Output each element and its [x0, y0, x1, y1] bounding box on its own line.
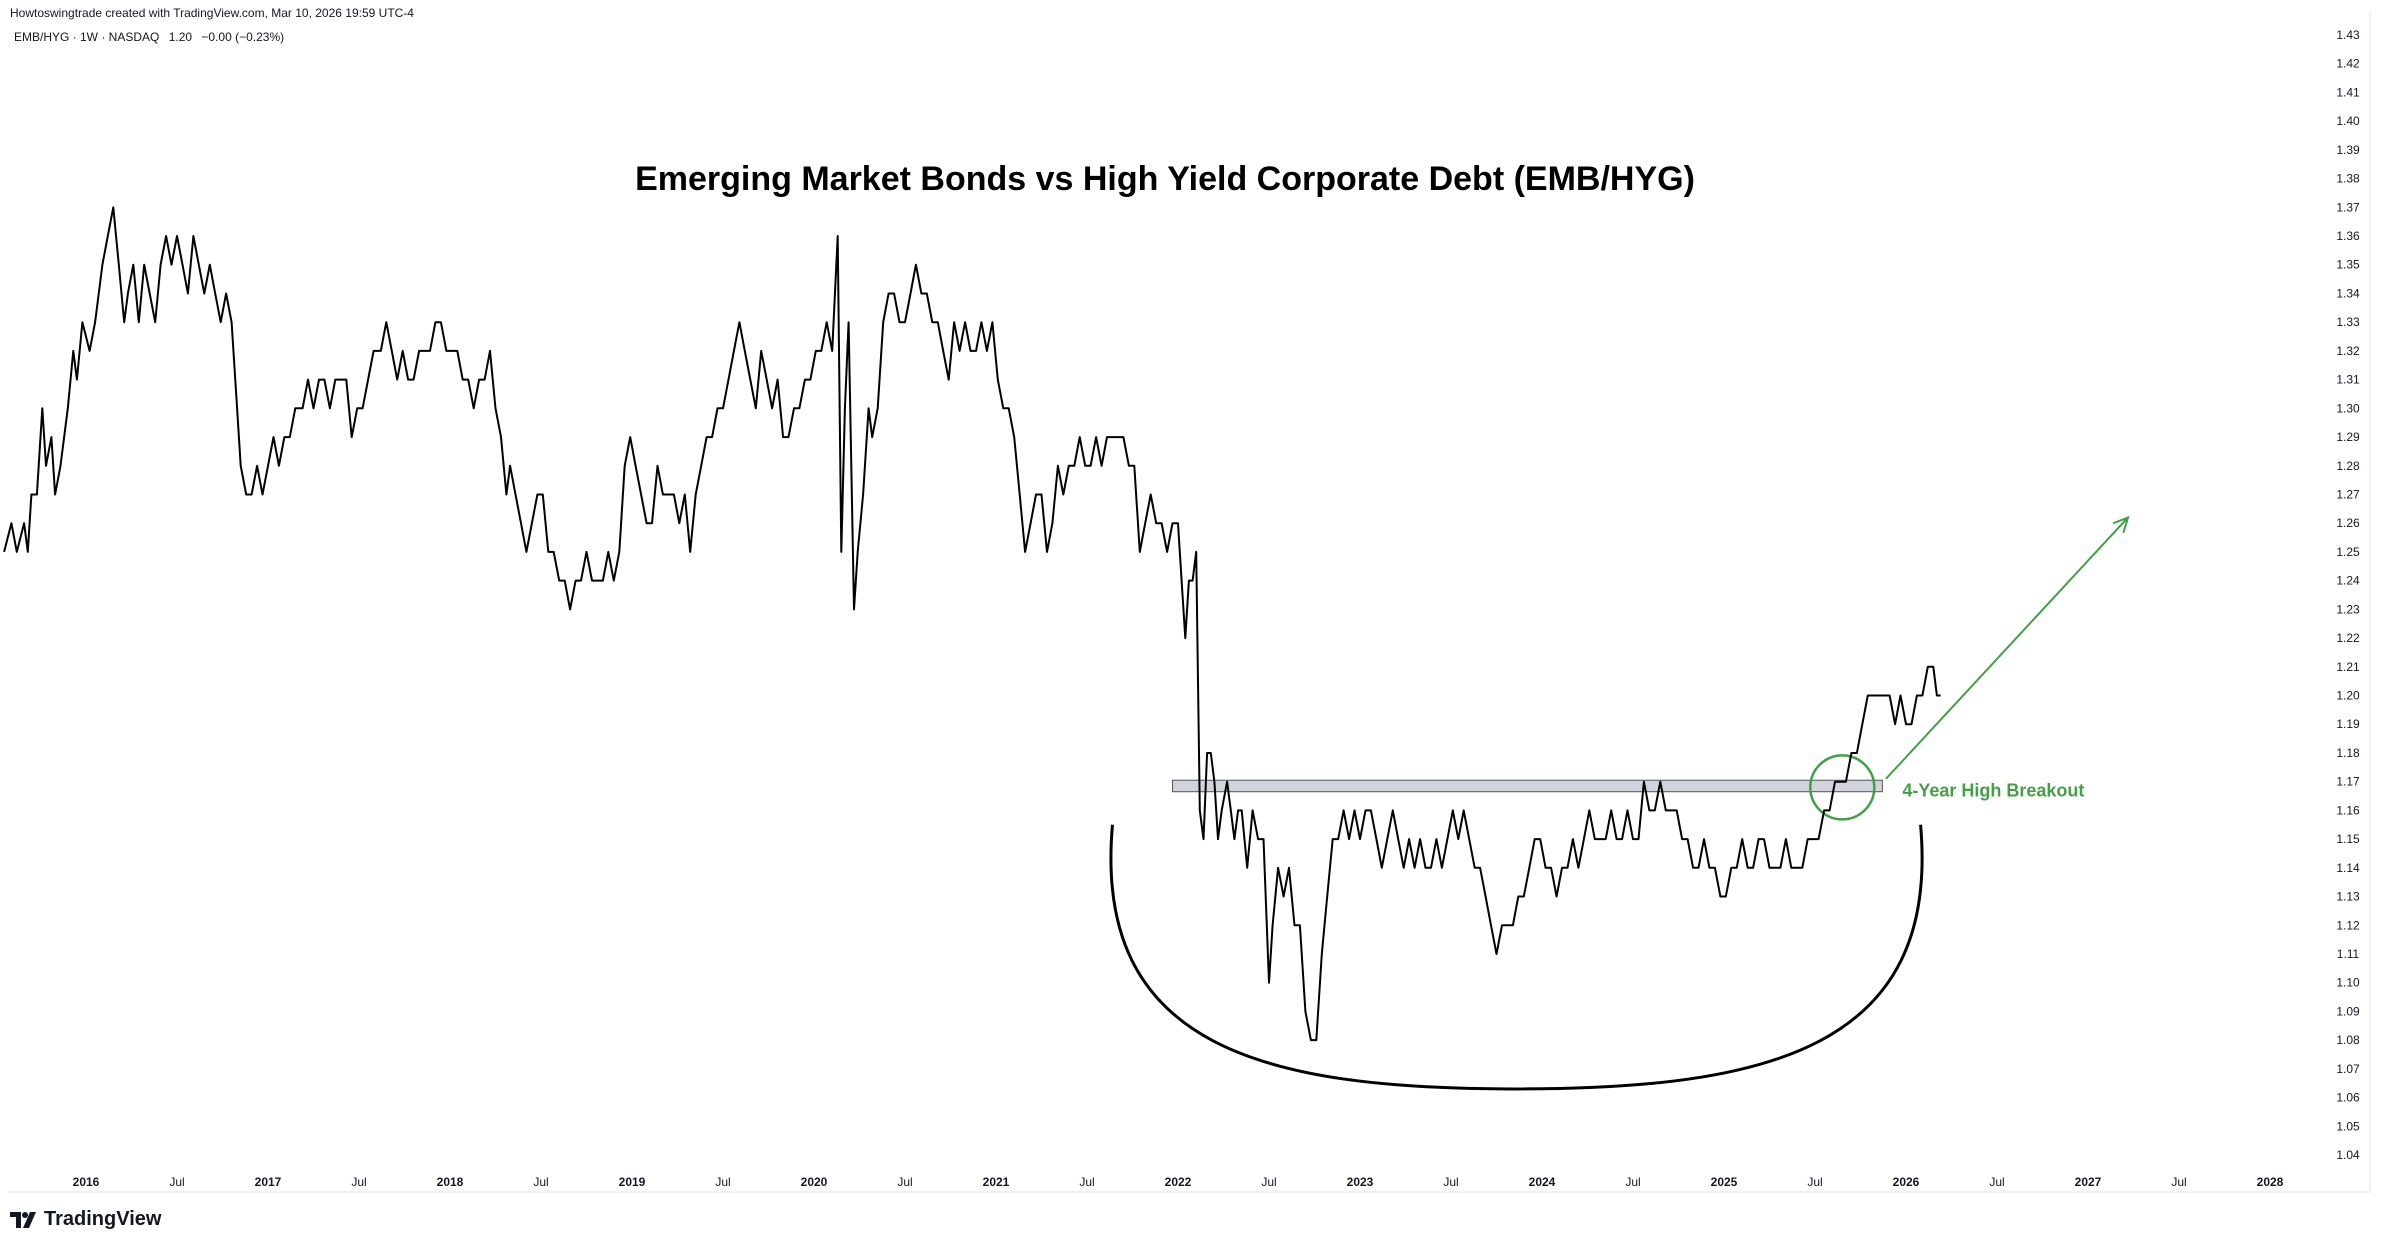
price-tick-label: 1.23 [2336, 602, 2360, 616]
breakout-circle [1809, 754, 1876, 821]
time-tick-label: Jul [169, 1175, 184, 1189]
time-tick-label: Jul [715, 1175, 730, 1189]
price-tick-label: 1.13 [2336, 890, 2360, 904]
chart-credit: Howtoswingtrade created with TradingView… [10, 6, 414, 20]
breakout-annotation: 4-Year High Breakout [1902, 780, 2084, 800]
price-tick-label: 1.09 [2336, 1004, 2360, 1018]
price-tick-label: 1.16 [2336, 803, 2360, 817]
time-tick-label: 2018 [437, 1175, 464, 1189]
time-tick-label: 2019 [619, 1175, 646, 1189]
price-tick-label: 1.18 [2336, 746, 2360, 760]
price-axis[interactable]: 1.04 1.05 1.06 1.07 1.08 1.09 1.10 1.11 1.12 1.13… [2336, 28, 2360, 1162]
time-tick-label: Jul [533, 1175, 548, 1189]
price-tick-label: 1.38 [2336, 172, 2360, 186]
price-tick-label: 1.15 [2336, 832, 2360, 846]
tradingview-brand: TradingView [44, 1208, 162, 1230]
price-tick-label: 1.07 [2336, 1062, 2360, 1076]
resistance-zone [1172, 779, 1883, 793]
price-tick-label: 1.26 [2336, 516, 2360, 530]
price-tick-label: 1.41 [2336, 85, 2360, 99]
price-tick-label: 1.19 [2336, 717, 2360, 731]
drawings-layer: 4-Year High Breakout [1109, 515, 2130, 1091]
time-tick-label: 2024 [1529, 1175, 1556, 1189]
time-tick-label: 2023 [1347, 1175, 1374, 1189]
time-tick-label: Jul [1079, 1175, 1094, 1189]
price-tick-label: 1.04 [2336, 1148, 2360, 1162]
price-tick-label: 1.21 [2336, 660, 2360, 674]
price-tick-label: 1.05 [2336, 1119, 2360, 1133]
price-tick-label: 1.28 [2336, 459, 2360, 473]
time-tick-label: Jul [1625, 1175, 1640, 1189]
time-tick-label: 2021 [983, 1175, 1010, 1189]
time-tick-label: Jul [1261, 1175, 1276, 1189]
time-tick-label: Jul [897, 1175, 912, 1189]
price-tick-label: 1.14 [2336, 861, 2360, 875]
price-tick-label: 1.43 [2336, 28, 2360, 42]
tradingview-logo[interactable]: TradingView [10, 1208, 161, 1231]
last-price: 1.20 [168, 30, 193, 44]
rounded-base-arc [1109, 824, 1924, 1091]
projection-arrow-head [2112, 515, 2130, 534]
price-tick-label: 1.42 [2336, 57, 2360, 71]
price-tick-label: 1.25 [2336, 545, 2360, 559]
price-tick-label: 1.40 [2336, 114, 2360, 128]
time-tick-label: 2016 [73, 1175, 100, 1189]
price-tick-label: 1.24 [2336, 574, 2360, 588]
time-tick-label: 2020 [801, 1175, 828, 1189]
time-tick-label: Jul [2171, 1175, 2186, 1189]
time-tick-label: Jul [1807, 1175, 1822, 1189]
price-tick-label: 1.12 [2336, 918, 2360, 932]
price-tick-label: 1.31 [2336, 373, 2360, 387]
time-tick-label: Jul [1443, 1175, 1458, 1189]
symbol-name[interactable]: EMB/HYG · 1W · NASDAQ [14, 30, 160, 44]
time-tick-label: 2026 [1893, 1175, 1920, 1189]
projection-arrow [1885, 516, 2129, 780]
price-tick-label: 1.20 [2336, 689, 2360, 703]
tradingview-logo-icon [10, 1211, 36, 1228]
price-tick-label: 1.30 [2336, 401, 2360, 415]
price-tick-label: 1.29 [2336, 430, 2360, 444]
price-tick-label: 1.33 [2336, 315, 2360, 329]
price-tick-label: 1.37 [2336, 200, 2360, 214]
price-tick-label: 1.34 [2336, 286, 2360, 300]
symbol-legend[interactable]: EMB/HYG · 1W · NASDAQ 1.20 −0.00 (−0.23%… [14, 30, 290, 44]
price-tick-label: 1.39 [2336, 143, 2360, 157]
price-tick-label: 1.35 [2336, 258, 2360, 272]
chart-title: Emerging Market Bonds vs High Yield Corp… [635, 160, 1695, 198]
price-tick-label: 1.36 [2336, 229, 2360, 243]
time-tick-label: 2028 [2257, 1175, 2284, 1189]
price-tick-label: 1.06 [2336, 1091, 2360, 1105]
price-tick-label: 1.22 [2336, 631, 2360, 645]
time-tick-label: 2022 [1165, 1175, 1192, 1189]
time-tick-label: 2025 [1711, 1175, 1738, 1189]
time-tick-label: 2027 [2075, 1175, 2102, 1189]
price-series-line[interactable] [3, 206, 1941, 1042]
price-tick-label: 1.17 [2336, 775, 2360, 789]
price-tick-label: 1.27 [2336, 487, 2360, 501]
time-axis[interactable]: 2016 Jul 2017 Jul 2018 Jul 2019 Jul 2020 Jul 2021 J… [73, 1175, 2284, 1189]
time-tick-label: Jul [1989, 1175, 2004, 1189]
price-tick-label: 1.11 [2337, 947, 2360, 961]
price-tick-label: 1.08 [2336, 1033, 2360, 1047]
time-tick-label: 2017 [255, 1175, 282, 1189]
price-change: −0.00 (−0.23%) [201, 30, 285, 44]
price-tick-label: 1.32 [2336, 344, 2360, 358]
time-tick-label: Jul [351, 1175, 366, 1189]
price-tick-label: 1.10 [2336, 976, 2360, 990]
